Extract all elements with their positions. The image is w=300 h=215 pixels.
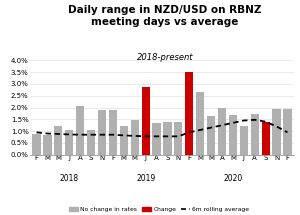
Bar (152, 123, 160, 155)
Bar (207, 116, 215, 155)
Bar (130, 120, 139, 155)
Bar (164, 122, 172, 155)
Bar (98, 110, 106, 155)
Bar (54, 126, 62, 155)
Bar (76, 106, 84, 155)
Text: 2020: 2020 (223, 174, 242, 183)
Bar (272, 109, 281, 155)
Bar (87, 130, 95, 155)
Bar (250, 114, 259, 155)
Text: 2018-present: 2018-present (137, 53, 193, 62)
Bar (44, 135, 52, 155)
Bar (142, 88, 150, 155)
Bar (65, 130, 74, 155)
Text: Daily range in NZD/USD on RBNZ
meeting days vs average: Daily range in NZD/USD on RBNZ meeting d… (68, 5, 262, 27)
Bar (240, 126, 248, 155)
Bar (185, 72, 194, 155)
Bar (262, 122, 270, 155)
Bar (109, 110, 117, 155)
Bar (120, 126, 128, 155)
Bar (196, 92, 204, 155)
Bar (174, 122, 182, 155)
Bar (284, 109, 292, 155)
Text: 2019: 2019 (136, 174, 155, 183)
Bar (32, 134, 40, 155)
Legend: No change in rates, Change, 6m rolling average: No change in rates, Change, 6m rolling a… (68, 207, 250, 212)
Bar (218, 108, 226, 155)
Text: 2018: 2018 (60, 174, 79, 183)
Bar (229, 115, 237, 155)
